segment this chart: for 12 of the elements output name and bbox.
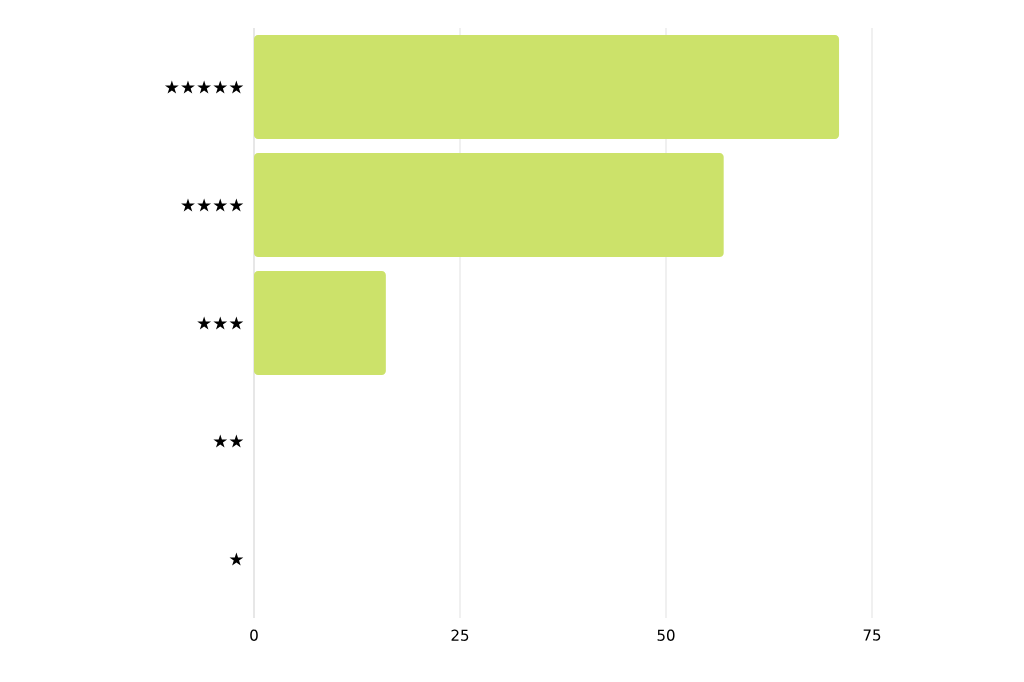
x-tick-label: 50 [657,629,675,641]
y-tick-label: ★★★★ [181,198,244,212]
y-tick-label: ★ [229,552,244,566]
x-tick-label: 75 [863,629,881,641]
y-tick-label: ★★ [213,434,244,448]
y-tick-label: ★★★ [197,316,244,330]
bar [254,35,840,139]
bar [254,153,724,257]
bar [254,271,386,375]
x-tick-label: 0 [250,629,258,641]
x-tick-label: 25 [451,629,469,641]
y-tick-label: ★★★★★ [164,80,244,94]
